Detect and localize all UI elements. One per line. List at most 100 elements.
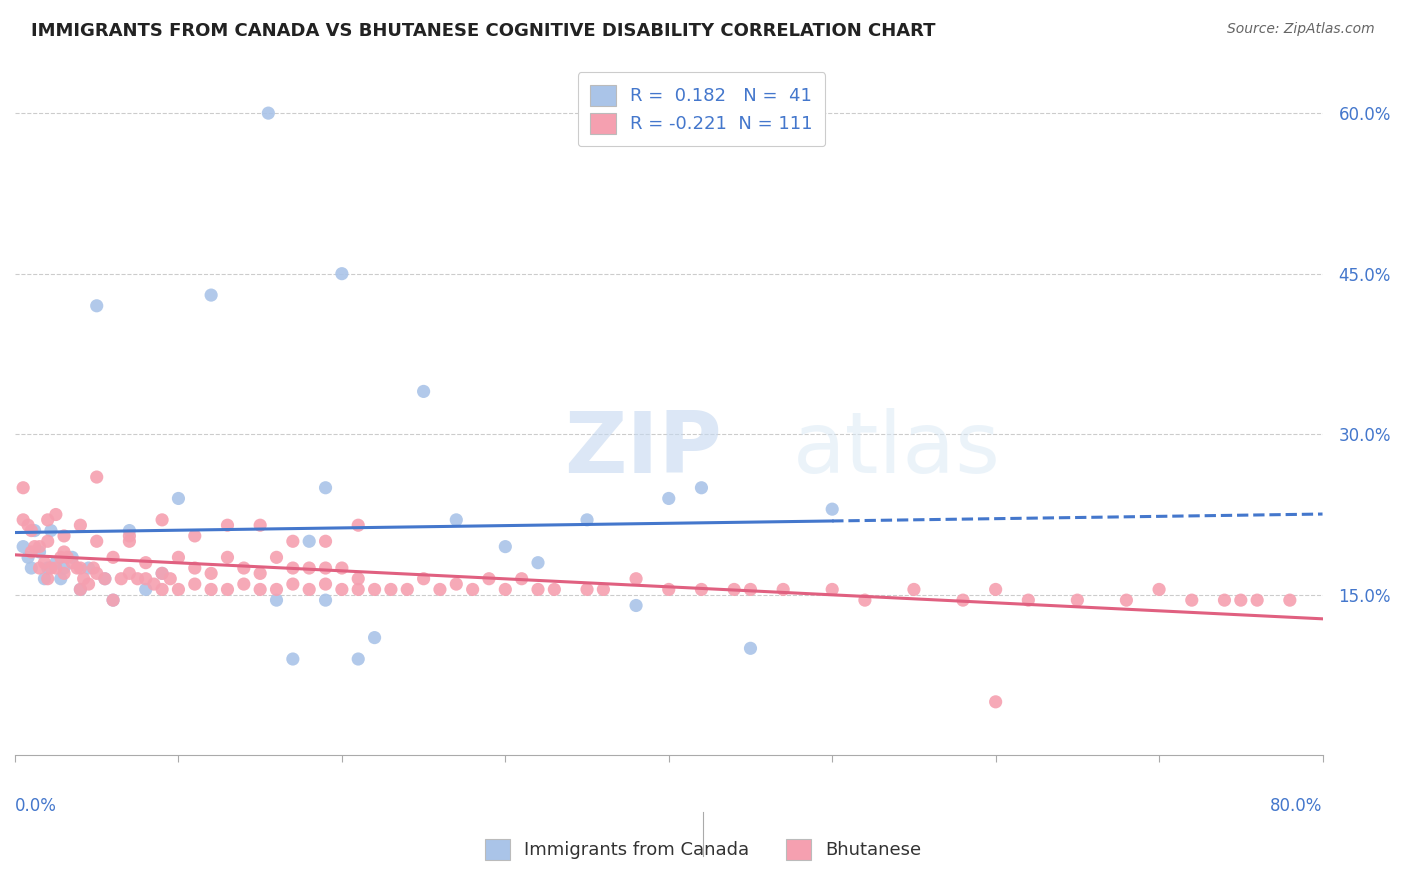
Point [37, 534, 59, 549]
Point [20, 545, 42, 559]
Point [45, 561, 67, 575]
Point [1147, 582, 1170, 597]
Point [135, 556, 157, 570]
Point [249, 566, 271, 581]
Point [330, 582, 353, 597]
Point [1230, 593, 1253, 607]
Point [527, 556, 550, 570]
Point [281, 561, 304, 575]
Point [952, 593, 974, 607]
Point [167, 491, 190, 506]
Point [150, 513, 173, 527]
Text: 0.0%: 0.0% [15, 797, 56, 815]
Point [77, 561, 100, 575]
Point [478, 572, 501, 586]
Text: IMMIGRANTS FROM CANADA VS BHUTANESE COGNITIVE DISABILITY CORRELATION CHART: IMMIGRANTS FROM CANADA VS BHUTANESE COGN… [31, 22, 935, 40]
Point [281, 534, 304, 549]
Point [34, 572, 56, 586]
Point [592, 582, 614, 597]
Point [347, 652, 370, 666]
Point [1181, 593, 1204, 607]
Point [984, 695, 1007, 709]
Point [1115, 593, 1137, 607]
Point [1278, 593, 1301, 607]
Point [412, 572, 434, 586]
Point [380, 582, 402, 597]
Point [1213, 593, 1236, 607]
Point [266, 582, 288, 597]
Point [135, 582, 157, 597]
Point [281, 652, 304, 666]
Point [690, 582, 713, 597]
Point [45, 556, 67, 570]
Point [28, 561, 51, 575]
Point [200, 582, 222, 597]
Point [127, 572, 149, 586]
Point [37, 561, 59, 575]
Point [24, 524, 46, 538]
Point [28, 540, 51, 554]
Point [20, 561, 42, 575]
Point [740, 641, 762, 656]
Point [347, 518, 370, 533]
Text: 80.0%: 80.0% [1270, 797, 1323, 815]
Point [281, 577, 304, 591]
Point [624, 572, 647, 586]
Legend: Immigrants from Canada, Bhutanese: Immigrants from Canada, Bhutanese [478, 831, 928, 867]
Point [37, 572, 59, 586]
Point [821, 502, 844, 516]
Point [429, 582, 451, 597]
Point [772, 582, 794, 597]
Point [118, 524, 141, 538]
Point [101, 550, 124, 565]
Point [217, 550, 239, 565]
Point [53, 545, 76, 559]
Point [28, 545, 51, 559]
Point [56, 550, 79, 565]
Point [94, 572, 117, 586]
Point [232, 561, 254, 575]
Point [118, 566, 141, 581]
Point [17, 518, 39, 533]
Point [494, 582, 516, 597]
Point [315, 561, 337, 575]
Point [510, 572, 533, 586]
Point [298, 561, 321, 575]
Point [86, 534, 108, 549]
Point [118, 529, 141, 543]
Point [101, 593, 124, 607]
Point [82, 561, 104, 575]
Point [53, 529, 76, 543]
Point [1246, 593, 1268, 607]
Point [34, 556, 56, 570]
Point [266, 593, 288, 607]
Point [69, 582, 91, 597]
Point [60, 550, 83, 565]
Point [167, 550, 190, 565]
Point [347, 572, 370, 586]
Point [543, 582, 565, 597]
Point [150, 566, 173, 581]
Point [86, 299, 108, 313]
Point [69, 561, 91, 575]
Point [315, 481, 337, 495]
Point [150, 566, 173, 581]
Point [217, 518, 239, 533]
Point [110, 572, 132, 586]
Point [298, 582, 321, 597]
Point [740, 582, 762, 597]
Point [984, 582, 1007, 597]
Point [257, 106, 280, 120]
Point [396, 582, 419, 597]
Point [690, 481, 713, 495]
Point [232, 577, 254, 591]
Point [49, 572, 72, 586]
Point [446, 513, 468, 527]
Point [363, 582, 385, 597]
Text: atlas: atlas [793, 408, 1001, 491]
Point [142, 577, 165, 591]
Point [494, 540, 516, 554]
Point [184, 577, 207, 591]
Point [217, 582, 239, 597]
Legend: R =  0.182   N =  41, R = -0.221  N = 111: R = 0.182 N = 41, R = -0.221 N = 111 [578, 72, 825, 146]
